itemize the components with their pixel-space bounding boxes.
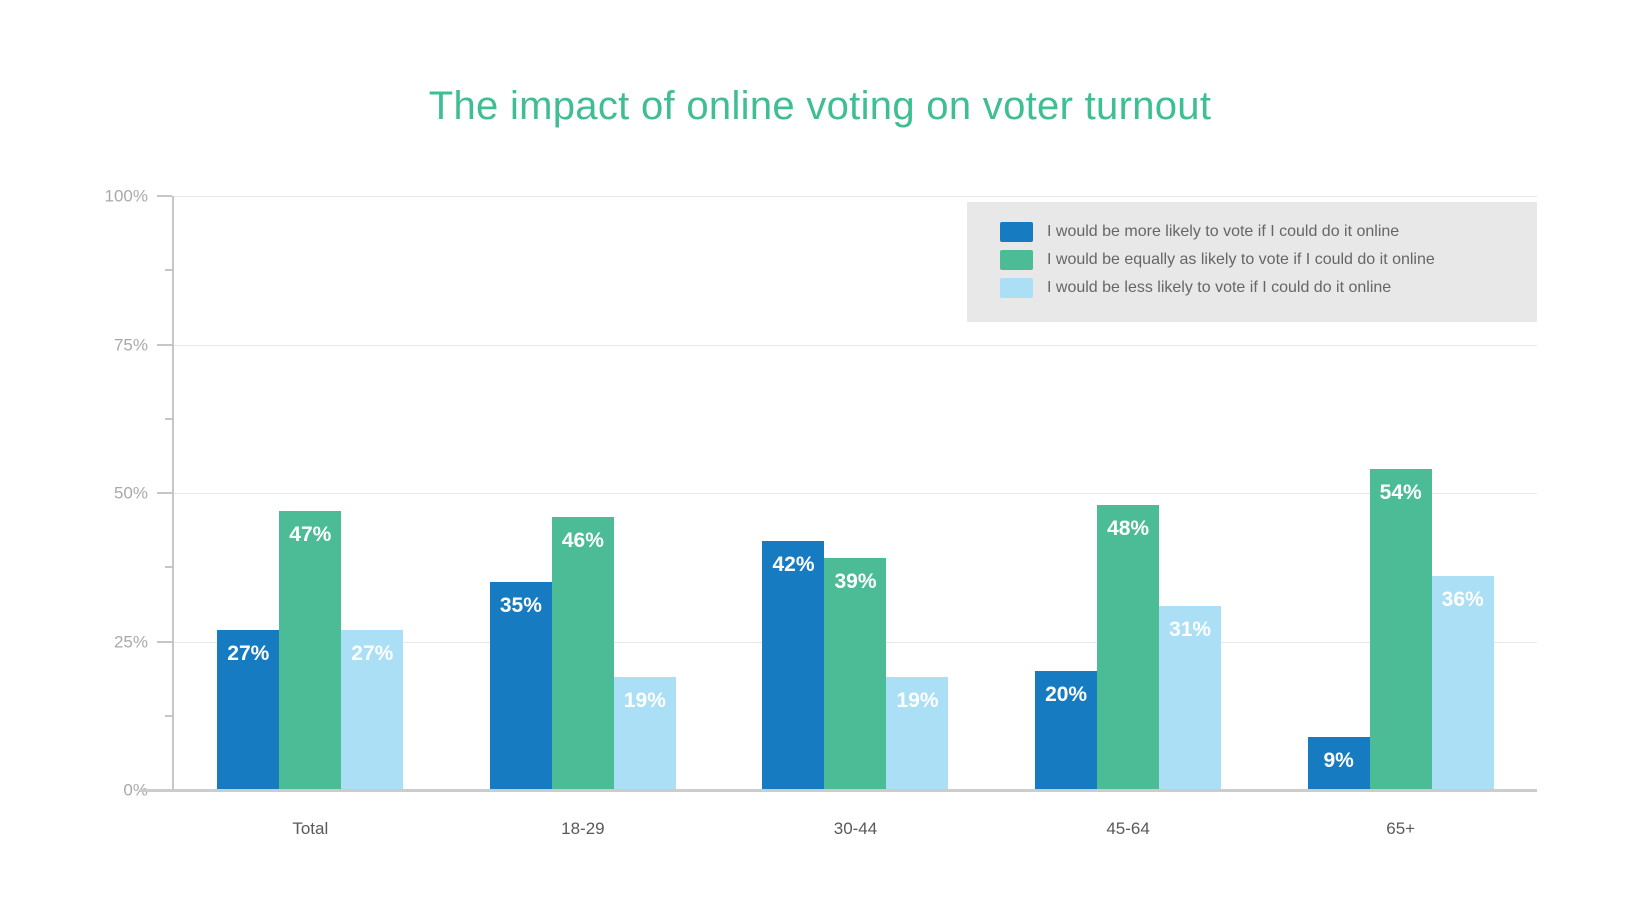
bar-group: 42% 39% 19%: [719, 196, 992, 790]
bar-value-label: 46%: [561, 528, 604, 552]
legend-label: I would be less likely to vote if I coul…: [1047, 279, 1392, 296]
x-axis-label: 65+: [1386, 819, 1416, 838]
legend: I would be more likely to vote if I coul…: [967, 202, 1537, 322]
bar-value-label: 35%: [499, 594, 542, 618]
x-axis-label: 45-64: [1106, 819, 1150, 838]
bar-value-label: 27%: [227, 641, 270, 665]
bar: 46%: [551, 516, 614, 790]
y-axis-major-tick: [157, 195, 172, 197]
y-axis-major-tick: [157, 640, 172, 643]
chart-title: The impact of online voting on voter tur…: [428, 84, 1212, 128]
bar-group: 9% 54% 36%: [1264, 196, 1537, 790]
plot-area: 27% 47% 27% 35% 46% 19% 42% 39% 19% 20% 48% 31% 9% 54…: [174, 196, 1537, 790]
bar: 19%: [613, 677, 676, 790]
bar: 9%: [1307, 736, 1370, 790]
bar-value-label: 19%: [623, 689, 666, 713]
x-axis-label: Total: [292, 819, 329, 838]
bar-group: 20% 48% 31%: [992, 196, 1265, 790]
legend-swatch-equally-likely: [1000, 250, 1033, 270]
bar: 35%: [489, 582, 552, 790]
gridline: [174, 344, 1537, 346]
bar: 27%: [341, 629, 404, 790]
y-axis-label: 75%: [113, 335, 148, 354]
bar-value-label: 27%: [351, 641, 394, 665]
y-axis-label: 100%: [104, 186, 148, 206]
legend-item: I would be equally as likely to vote if …: [1000, 246, 1537, 274]
bar-value-label: 48%: [1107, 516, 1150, 540]
bar-value-label: 39%: [834, 570, 877, 594]
legend-label: I would be more likely to vote if I coul…: [1047, 223, 1400, 240]
bar: 48%: [1097, 504, 1160, 790]
x-axis-baseline: [140, 789, 1537, 792]
y-axis-major-tick: [157, 343, 172, 346]
legend-label: I would be equally as likely to vote if …: [1047, 251, 1435, 268]
bar-value-label: 54%: [1379, 481, 1422, 505]
bar: 42%: [762, 540, 825, 790]
bar: 20%: [1035, 671, 1098, 790]
y-axis-line: [172, 196, 174, 790]
y-axis-minor-tick: [165, 714, 172, 717]
bar-group: 27% 47% 27%: [174, 196, 447, 790]
y-axis-minor-tick: [165, 269, 172, 272]
y-axis-label: 50%: [113, 483, 148, 503]
bar: 47%: [279, 510, 342, 790]
legend-item: I would be more likely to vote if I coul…: [1000, 218, 1537, 246]
bar-value-label: 31%: [1169, 617, 1212, 641]
bar: 36%: [1431, 576, 1494, 790]
bar-value-label: 9%: [1323, 748, 1354, 772]
bar: 31%: [1159, 605, 1222, 790]
legend-swatch-less-likely: [1000, 278, 1033, 298]
x-axis-labels: Total 18-29 30-44 45-64 65+: [174, 819, 1537, 839]
gridline: [174, 196, 1537, 197]
bar: 54%: [1369, 469, 1432, 790]
bar: 27%: [217, 629, 280, 790]
bar-value-label: 20%: [1045, 683, 1088, 707]
y-axis-minor-tick: [165, 417, 172, 420]
bar-value-label: 36%: [1441, 588, 1484, 612]
bar-value-label: 19%: [896, 689, 939, 713]
bar: 39%: [824, 558, 887, 790]
y-axis-label: 0%: [123, 780, 148, 800]
gridline: [174, 493, 1537, 494]
x-axis-label: 18-29: [561, 819, 605, 838]
bar-value-label: 42%: [772, 552, 815, 576]
legend-item: I would be less likely to vote if I coul…: [1000, 274, 1537, 302]
y-axis-label: 25%: [113, 632, 148, 651]
y-axis-minor-tick: [165, 566, 172, 569]
bar-value-label: 47%: [289, 522, 332, 546]
bar: 19%: [886, 677, 949, 790]
bar-group: 35% 46% 19%: [447, 196, 720, 790]
y-axis-major-tick: [157, 492, 172, 494]
legend-swatch-more-likely: [1000, 222, 1033, 242]
x-axis-label: 30-44: [833, 819, 878, 838]
